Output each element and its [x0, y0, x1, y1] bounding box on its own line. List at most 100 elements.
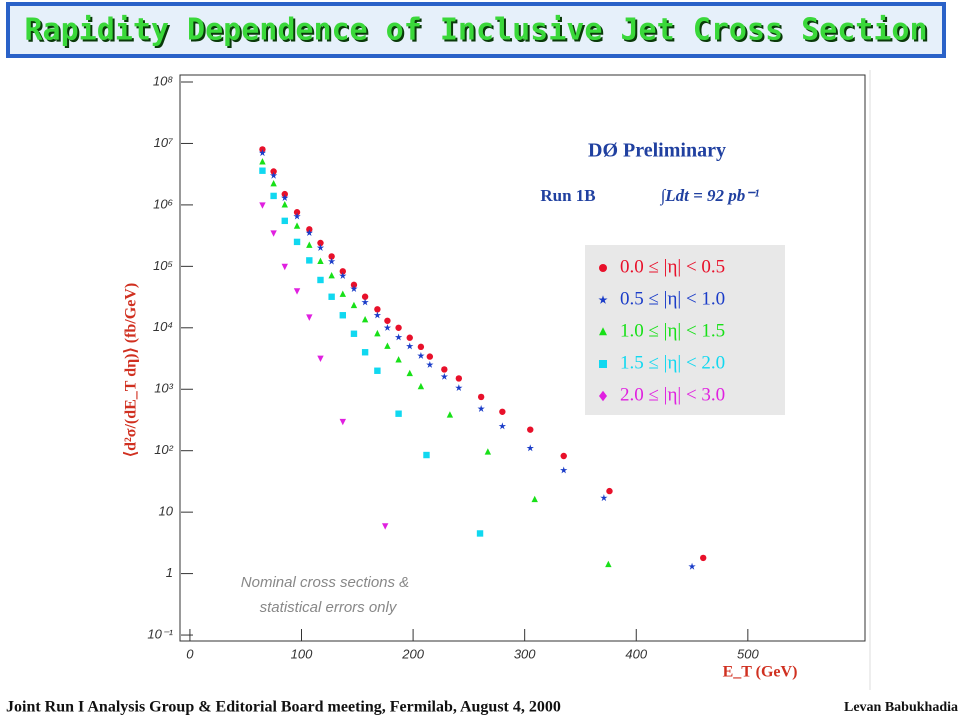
data-point — [306, 257, 313, 264]
data-point — [605, 560, 612, 568]
y-tick-label: 10⁷ — [154, 135, 174, 150]
data-point — [339, 290, 346, 297]
data-point — [327, 257, 336, 265]
data-point — [328, 253, 335, 260]
marker — [599, 360, 607, 368]
marker — [599, 327, 607, 336]
x-tick-label: 100 — [291, 646, 313, 661]
data-point — [269, 171, 278, 179]
experiment-label: DØ Preliminary — [588, 140, 726, 162]
y-tick-label: 10⁸ — [153, 73, 173, 88]
data-point — [350, 330, 358, 337]
data-point — [281, 217, 288, 225]
x-tick-label: 0 — [186, 646, 194, 661]
data-point — [688, 562, 696, 570]
data-point — [306, 314, 313, 321]
data-point — [350, 285, 358, 292]
footer-right: Levan Babukhadia — [844, 700, 958, 715]
legend-label: 2.0 ≤ |η| < 3.0 — [620, 384, 725, 405]
y-tick-label: 10⁵ — [153, 258, 173, 273]
marker — [598, 295, 608, 304]
y-tick-label: 10 — [159, 504, 174, 519]
data-point — [406, 369, 413, 377]
data-point — [259, 158, 266, 165]
data-point — [270, 192, 277, 200]
legend-label: 1.0 ≤ |η| < 1.5 — [620, 320, 725, 341]
data-point — [350, 301, 358, 309]
data-point — [259, 202, 266, 209]
data-point — [423, 451, 430, 459]
legend-label: 1.5 ≤ |η| < 2.0 — [620, 352, 725, 373]
data-point — [293, 212, 301, 220]
data-point — [498, 422, 507, 430]
data-point — [293, 222, 301, 229]
data-point — [560, 466, 568, 474]
note: Nominal cross sections & — [241, 574, 409, 591]
y-tick-label: 10² — [154, 442, 173, 457]
footer-left: Joint Run I Analysis Group & Editorial B… — [6, 699, 561, 716]
y-axis-label: ⟨d²σ/(dE_T dη)⟩ (fb/GeV) — [123, 283, 140, 457]
data-point — [317, 257, 324, 265]
data-point — [394, 333, 403, 341]
data-point — [417, 382, 425, 390]
data-point — [339, 272, 347, 279]
data-point — [384, 342, 391, 349]
data-point — [527, 426, 534, 433]
data-point — [606, 487, 613, 495]
data-point — [700, 554, 707, 562]
data-point — [305, 229, 313, 237]
y-tick-label: 1 — [166, 565, 173, 580]
data-point — [381, 523, 389, 530]
data-point — [339, 418, 346, 426]
data-point — [374, 329, 381, 337]
data-point — [373, 311, 382, 319]
y-tick-label: 10⁶ — [153, 196, 173, 211]
x-tick-label: 300 — [514, 646, 536, 661]
data-point — [455, 375, 463, 382]
data-point — [560, 452, 567, 460]
data-point — [374, 367, 381, 374]
data-point — [526, 444, 534, 452]
data-point — [406, 342, 414, 350]
y-tick-label: 10⁴ — [153, 319, 173, 334]
data-point — [328, 272, 335, 279]
y-tick-label: 10⁻¹ — [147, 626, 173, 641]
data-point — [281, 263, 288, 271]
data-point — [317, 239, 324, 247]
data-point — [395, 324, 402, 331]
y-tick-label: 10³ — [154, 381, 173, 396]
legend-label: 0.5 ≤ |η| < 1.0 — [620, 288, 725, 309]
x-tick-label: 200 — [401, 646, 424, 661]
data-point — [361, 349, 369, 356]
data-point — [281, 201, 288, 208]
note: statistical errors only — [260, 599, 398, 616]
data-point — [417, 351, 425, 359]
data-point — [258, 149, 267, 157]
data-point — [531, 495, 538, 503]
data-point — [306, 241, 313, 248]
data-point — [499, 408, 506, 415]
data-point — [328, 293, 335, 300]
data-point — [270, 230, 277, 237]
data-point — [361, 293, 369, 300]
data-point — [350, 281, 358, 289]
title-box — [6, 2, 946, 58]
data-point — [441, 366, 448, 373]
data-point — [384, 317, 391, 324]
data-point — [281, 194, 289, 202]
data-point — [383, 323, 392, 331]
data-point — [317, 355, 324, 363]
data-point — [316, 244, 325, 251]
x-axis-label: E_T (GeV) — [723, 664, 798, 681]
data-point — [477, 393, 485, 401]
data-point — [440, 372, 448, 380]
data-point — [339, 268, 346, 275]
marker — [599, 390, 607, 402]
data-point — [259, 167, 266, 174]
data-point — [426, 353, 434, 360]
legend-box — [585, 245, 785, 415]
data-point — [395, 356, 402, 363]
data-point — [455, 384, 463, 392]
x-tick-label: 500 — [737, 646, 759, 661]
data-point — [395, 410, 402, 417]
